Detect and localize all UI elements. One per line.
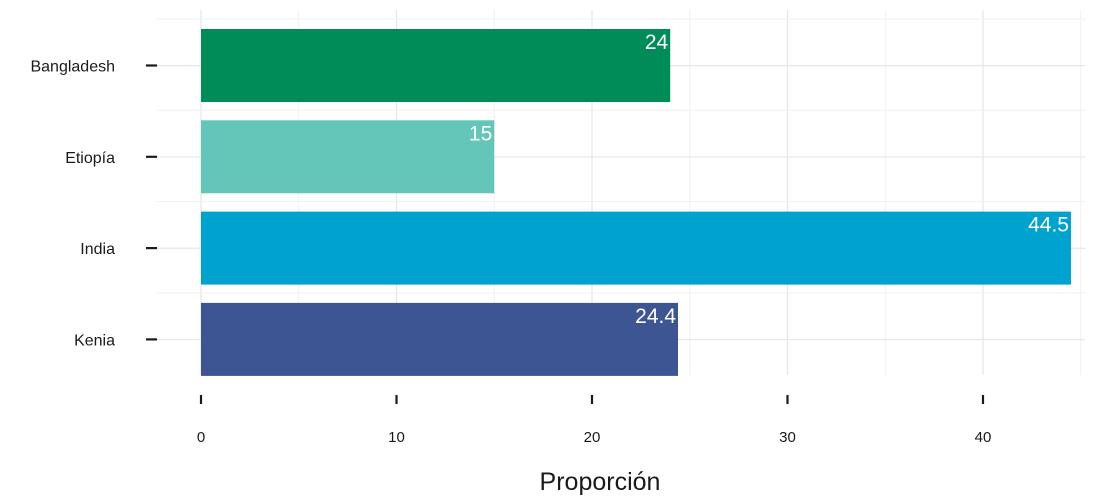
bar <box>201 120 495 194</box>
data-label: 24 <box>645 31 669 54</box>
bar <box>201 211 1071 285</box>
category-tick-label: India <box>80 241 115 258</box>
bar <box>201 302 679 376</box>
x-tick-label: 20 <box>584 429 601 446</box>
bars: 24 15 44.5 24.4 <box>201 29 1071 376</box>
category-tick-label: Etiopía <box>65 150 115 167</box>
category-tick-label: Bangladesh <box>30 59 115 76</box>
category-labels: Bangladesh Etiopía India Kenia <box>30 59 115 350</box>
x-tick-label: 10 <box>388 429 405 446</box>
bar <box>201 29 671 102</box>
y-axis-ticks <box>146 64 157 341</box>
data-label: 44.5 <box>1028 214 1069 237</box>
x-tick-label: 30 <box>779 429 796 446</box>
x-axis-ticks: 0 10 20 30 40 <box>197 395 992 446</box>
data-label: 24.4 <box>635 305 676 328</box>
data-label: 15 <box>469 122 492 145</box>
x-tick-label: 0 <box>197 429 205 446</box>
x-tick-label: 40 <box>975 429 992 446</box>
category-tick-label: Kenia <box>74 332 115 349</box>
x-axis-title: Proporción <box>540 468 661 496</box>
